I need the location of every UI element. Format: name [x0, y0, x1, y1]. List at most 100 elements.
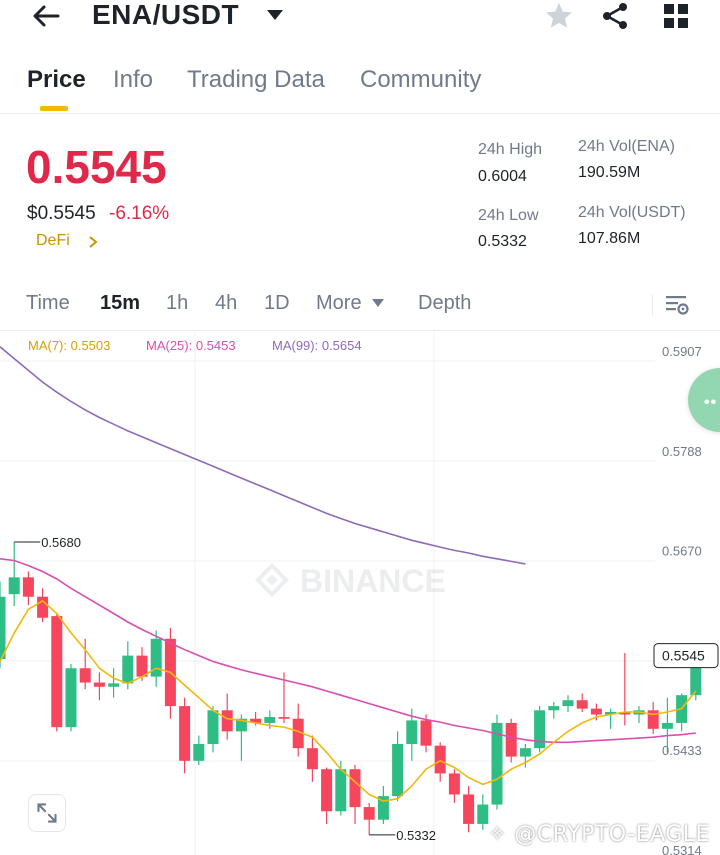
ma7-line	[0, 599, 697, 803]
low-marker-label: 0.5332	[396, 828, 436, 843]
user-watermark: ✧ @CRYPTO-EAGLE	[488, 822, 710, 847]
expand-icon[interactable]	[28, 794, 66, 832]
tf-1d[interactable]: 1D	[264, 292, 290, 314]
tf-1h[interactable]: 1h	[166, 292, 189, 314]
ma99-line	[0, 346, 526, 565]
ma25-label: MA(25): 0.5453	[146, 338, 236, 353]
candle	[292, 703, 304, 757]
candle	[605, 708, 617, 729]
candle	[633, 706, 645, 723]
tf-more[interactable]: More	[316, 292, 362, 314]
toolbar-divider	[652, 294, 653, 316]
caret-down-icon[interactable]	[371, 298, 385, 308]
candle	[420, 714, 432, 753]
vol-quote-label: 24h Vol(USDT)	[578, 204, 686, 221]
y-tick-label: 0.5670	[662, 543, 702, 558]
high-marker-label: 0.5680	[41, 535, 81, 550]
grid-menu-icon[interactable]	[663, 3, 689, 29]
price-usd: $0.5545	[27, 203, 96, 224]
vol-base-value: 190.59M	[578, 164, 641, 181]
binance-watermark: BINANCE	[255, 563, 446, 599]
tf-time[interactable]: Time	[26, 292, 70, 314]
candle	[108, 668, 120, 698]
candle	[448, 769, 460, 803]
active-tab-indicator	[40, 106, 68, 111]
pair-title[interactable]: ENA/USDT	[92, 0, 240, 30]
ma99-label: MA(99): 0.5654	[272, 338, 362, 353]
tab-price[interactable]: Price	[27, 66, 86, 93]
y-tick-label: 0.5433	[662, 743, 702, 758]
tf-4h[interactable]: 4h	[215, 292, 238, 314]
current-price-box	[653, 643, 719, 669]
candle	[363, 802, 375, 835]
candle	[0, 581, 6, 669]
top-bar: ENA/USDT	[0, 0, 720, 36]
low-value: 0.5332	[478, 233, 527, 250]
tab-info[interactable]: Info	[113, 66, 154, 93]
candle	[136, 647, 148, 681]
candle	[548, 701, 560, 719]
chart-settings-icon[interactable]	[664, 292, 690, 318]
tf-depth[interactable]: Depth	[418, 292, 472, 314]
y-tick-label: 0.5788	[662, 444, 702, 459]
low-label: 24h Low	[478, 207, 539, 224]
last-price: 0.5545	[26, 141, 167, 193]
candle	[519, 743, 531, 768]
candle	[150, 630, 162, 687]
candle	[306, 735, 318, 782]
candle	[505, 718, 517, 763]
tab-community[interactable]: Community	[360, 66, 482, 93]
main-tabs: Price Info Trading Data Community	[0, 62, 720, 114]
ma25-line	[0, 558, 696, 744]
candle	[562, 695, 574, 712]
candle	[534, 706, 546, 753]
chart-top-border	[0, 330, 720, 331]
candle	[193, 735, 205, 766]
candle	[676, 693, 688, 732]
candle	[576, 693, 588, 712]
share-icon[interactable]	[600, 1, 630, 31]
chevron-right-icon[interactable]	[88, 236, 98, 248]
candle	[647, 701, 659, 734]
candle	[278, 672, 290, 723]
candle	[619, 653, 631, 726]
candle	[661, 697, 673, 753]
high-value: 0.6004	[478, 168, 527, 185]
candle	[8, 542, 20, 606]
tab-trading-data[interactable]: Trading Data	[187, 66, 325, 93]
candle	[349, 765, 361, 824]
candle	[79, 638, 91, 690]
candle	[463, 786, 475, 833]
caret-down-icon[interactable]	[266, 8, 284, 22]
candlestick-chart[interactable]: BINANCE 0.59070.57880.56700.55510.54330.…	[0, 330, 720, 855]
vol-quote-value: 107.86M	[578, 230, 641, 247]
candle	[122, 641, 134, 690]
star-icon[interactable]	[544, 1, 574, 31]
ma7-label: MA(7): 0.5503	[28, 338, 111, 353]
vol-base-label: 24h Vol(ENA)	[578, 138, 675, 155]
category-tag[interactable]: DeFi	[36, 232, 70, 249]
candle	[406, 708, 418, 761]
candle	[65, 664, 77, 732]
candle	[477, 794, 489, 830]
price-change: -6.16%	[109, 203, 170, 224]
more-dots-icon[interactable]: ••	[704, 394, 718, 411]
candle	[491, 714, 503, 810]
candle	[235, 714, 247, 761]
tf-15m[interactable]: 15m	[100, 292, 141, 314]
candle	[207, 706, 219, 753]
high-label: 24h High	[478, 141, 543, 158]
candle	[434, 742, 446, 782]
back-arrow-icon[interactable]	[30, 0, 62, 32]
current-price-label: 0.5545	[662, 648, 705, 664]
candle	[377, 786, 389, 824]
candle	[37, 588, 49, 622]
candle	[392, 731, 404, 802]
y-tick-label: 0.5314	[662, 843, 702, 855]
watermark-text: BINANCE	[300, 563, 446, 599]
candle	[179, 697, 191, 774]
candle	[321, 767, 333, 824]
candle	[93, 672, 105, 701]
candle	[22, 571, 34, 606]
candle	[221, 693, 233, 740]
